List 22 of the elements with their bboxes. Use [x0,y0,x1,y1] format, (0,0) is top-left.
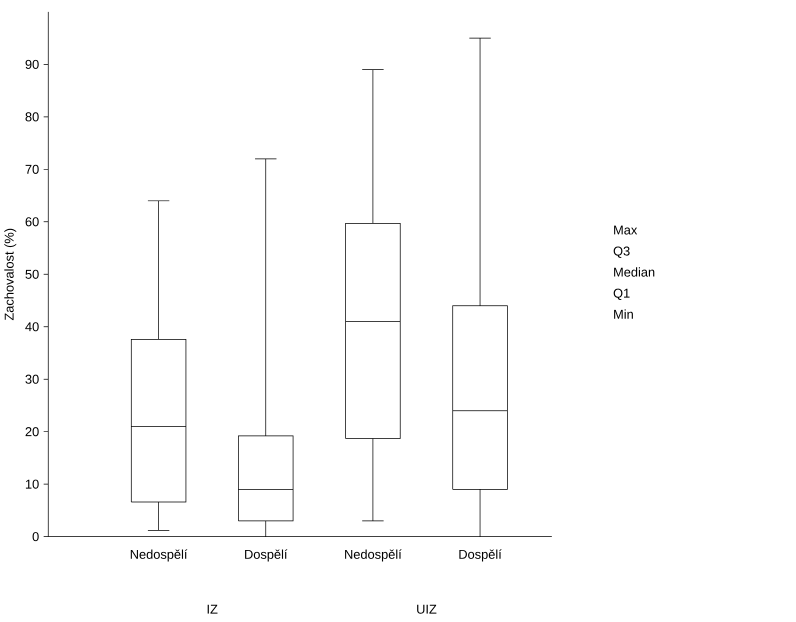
y-tick-label: 80 [26,112,39,122]
y-tick-label: 50 [25,270,39,279]
y-tick-label: 20 [26,427,39,436]
x-tick-label: Nedospělí [345,549,402,562]
x-tick-label: Dospělí [459,549,502,562]
text: Max [614,226,638,235]
y-tick-label: 40 [25,322,39,332]
text: IZ [208,604,218,614]
x-tick-label: Dospělí [245,549,288,562]
y-tick-label: 30 [25,374,39,384]
text: Median [614,267,654,277]
text: Min [614,309,633,319]
text: Q1 [614,288,630,300]
y-tick-label: 0 [32,532,39,542]
text: UIZ [417,604,436,614]
y-tick-label: 60 [26,217,39,226]
text: Q3 [614,246,630,258]
y-tick-label: 10 [26,480,39,489]
x-tick-label: Nedospělí [130,549,188,562]
y-tick-label: 70 [26,164,39,174]
y-tick-label: 90 [26,60,39,70]
y-axis-title: Zachovalost (%) [4,228,16,320]
